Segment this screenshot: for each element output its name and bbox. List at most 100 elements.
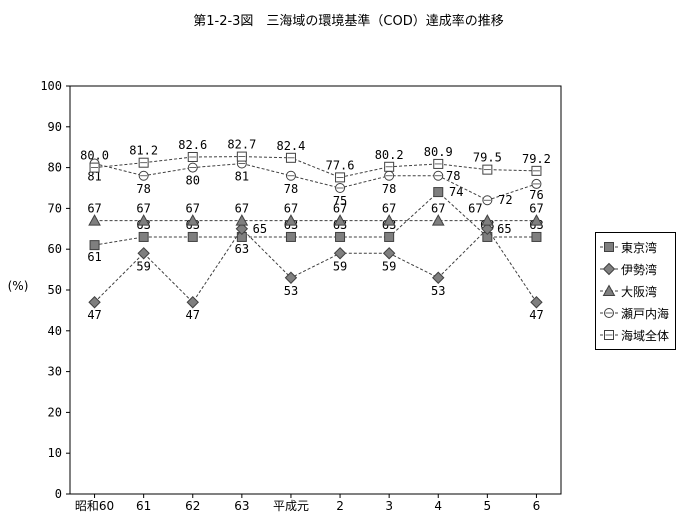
legend-item: 大阪湾 [600,280,669,302]
data-label: 67 [235,202,249,216]
legend-label: 海域全体 [621,328,670,343]
data-point [602,262,616,276]
data-point [137,214,150,226]
data-label: 59 [333,259,347,273]
data-label: 76 [529,188,543,202]
data-label: 67 [431,202,445,216]
data-label: 53 [431,284,445,298]
data-label: 78 [136,182,150,196]
legend-label: 伊勢湾 [621,262,658,277]
data-label: 67 [136,202,150,216]
data-point [89,240,100,251]
data-label: 47 [186,308,200,322]
series-line [94,163,537,201]
data-label: 78 [446,169,460,183]
data-point [333,247,347,260]
data-point [604,242,614,252]
y-tick-label: 0 [55,487,62,501]
data-point [186,296,199,309]
legend-label: 大阪湾 [621,284,658,299]
data-point [432,271,445,284]
legend-label: 瀬戸内海 [621,306,670,321]
y-tick-label: 50 [48,283,62,297]
legend-item: 瀬戸内海 [600,302,669,324]
data-point [530,296,543,309]
y-axis: 0 10 20 30 40 50 60 70 80 90 100 [40,79,70,501]
legend-label: 東京湾 [621,240,658,255]
y-tick-label: 90 [48,120,62,134]
legend-item: 東京湾 [600,236,669,258]
x-tick-label: 平成元 [273,499,309,513]
x-tick-label: 昭和60 [75,499,114,513]
x-tick-label: 61 [136,499,151,513]
plot-area [69,85,562,495]
data-point [531,231,542,242]
data-label: 74 [449,185,463,199]
chart-title: 第1-2-3図 三海域の環境基準（COD）達成率の推移 [193,14,504,29]
legend-marker [600,240,618,254]
y-tick-label: 100 [40,79,62,93]
data-point [481,222,494,236]
data-label: 47 [87,308,101,322]
series-2: 47 59 47 65 53 59 59 53 65 47 [87,222,543,322]
data-point [530,214,543,226]
x-tick-label: 4 [434,499,442,513]
data-label: 65 [253,222,267,236]
data-label: 79.2 [522,152,551,166]
data-point [235,222,249,236]
data-label: 82.7 [227,138,256,152]
data-label: 78 [284,182,298,196]
data-label: 79.5 [473,151,502,165]
data-label: 53 [284,284,298,298]
data-label: 59 [136,259,150,273]
data-label: 80 [186,174,200,188]
data-label: 82.6 [178,138,207,152]
series-5: 80.0 81.2 82.6 82.7 82.4 77.6 80.2 80.9 79.5 79.2 [80,138,551,183]
x-tick-label: 62 [185,499,200,513]
data-point [382,247,396,260]
series-line [94,191,537,246]
legend-item: 伊勢湾 [600,258,669,280]
data-label: 67 [468,202,482,216]
data-label: 67 [382,202,396,216]
series-3: 67 67 67 67 67 67 67 67 67 67 [87,202,544,226]
legend-marker [600,262,618,276]
data-point [335,231,346,242]
data-point [284,271,298,284]
data-label: 47 [529,308,543,322]
data-point [138,231,149,242]
x-tick-label: 6 [533,499,541,513]
data-label: 80.9 [424,145,453,159]
legend-marker [600,328,618,342]
legend: 東京湾伊勢湾大阪湾瀬戸内海海域全体 [595,232,677,350]
data-point [384,231,395,242]
data-label: 75 [333,194,347,208]
data-label: 65 [497,222,511,236]
x-tick-label: 3 [385,499,393,513]
data-label: 63 [235,242,249,256]
data-point [333,214,347,226]
data-label: 81 [87,170,101,184]
data-point [187,231,198,242]
data-label: 78 [382,182,396,196]
data-point [481,214,494,226]
y-tick-label: 40 [48,324,62,338]
data-label: 81 [235,170,249,184]
data-label: 67 [284,202,298,216]
data-label: 61 [87,250,101,264]
data-point [284,214,298,226]
data-label: 67 [87,202,101,216]
data-point [88,214,101,226]
data-point [235,214,249,226]
y-tick-label: 20 [48,405,62,419]
x-tick-label: 63 [234,499,249,513]
y-tick-label: 80 [48,161,62,175]
data-label: 67 [333,202,347,216]
data-label: 82.4 [276,139,305,153]
legend-marker [600,284,618,298]
data-point [382,214,396,226]
y-tick-label: 70 [48,201,62,215]
data-label: 80.0 [80,149,109,163]
data-label: 67 [529,202,543,216]
data-point [186,214,200,226]
